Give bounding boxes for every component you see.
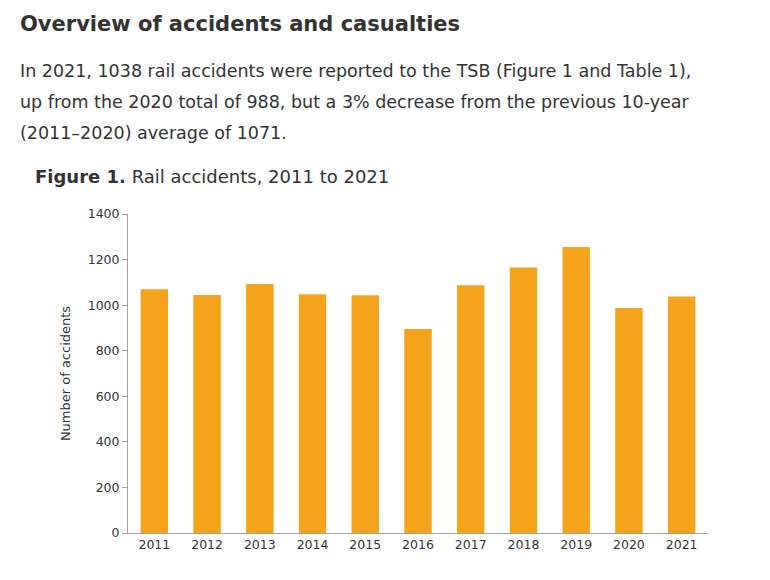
svg-text:2012: 2012 [191, 537, 223, 552]
svg-text:1000: 1000 [88, 298, 120, 313]
html-text:In 2021, 1038 rail accidents w: In 2021, 1038 rail accidents were report… [20, 61, 692, 81]
svg-text:2013: 2013 [244, 537, 276, 552]
svg-text:2015: 2015 [349, 537, 381, 552]
svg-text:2011: 2011 [138, 537, 170, 552]
svg-text:400: 400 [96, 434, 120, 449]
svg-text:1400: 1400 [88, 206, 120, 221]
html-text:up from the 2020 total of 988,: up from the 2020 total of 988, but a 3% … [20, 92, 689, 112]
svg-text:2014: 2014 [297, 537, 329, 552]
svg-text:200: 200 [96, 480, 120, 495]
svg-text:2016: 2016 [402, 537, 434, 552]
svg-text:600: 600 [96, 389, 120, 404]
svg-text:0: 0 [112, 525, 120, 540]
svg-text:800: 800 [96, 343, 120, 358]
svg-text:1200: 1200 [88, 252, 120, 267]
svg-text:2021: 2021 [666, 537, 698, 552]
html-text:(2011–2020) average of 1071.: (2011–2020) average of 1071. [20, 123, 287, 143]
svg-text:2019: 2019 [560, 537, 592, 552]
svg-text:2017: 2017 [455, 537, 487, 552]
svg-text:Number of accidents: Number of accidents [58, 306, 73, 441]
html-text:Overview of accidents and casu: Overview of accidents and casualties [20, 12, 461, 36]
svg-text:2018: 2018 [508, 537, 540, 552]
html-text:Figure 1. Rail accidents, 2011: Figure 1. Rail accidents, 2011 to 2021 [35, 166, 390, 187]
svg-text:2020: 2020 [613, 537, 645, 552]
